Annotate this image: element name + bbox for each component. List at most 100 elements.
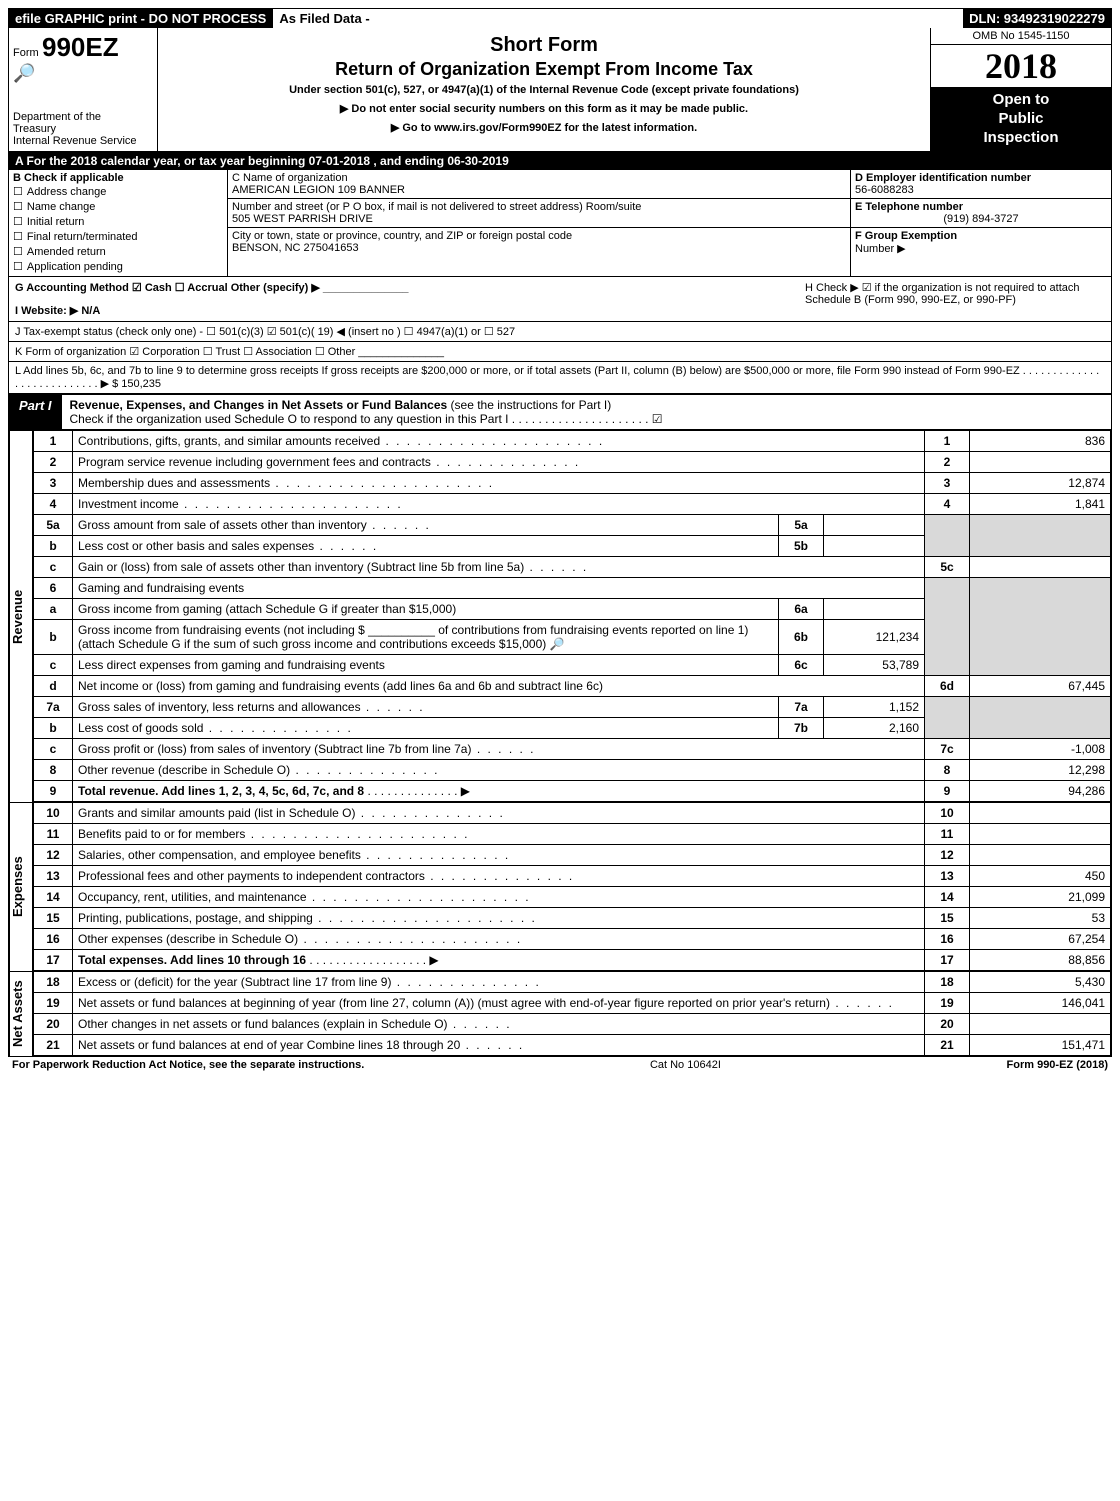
ln5c-col: 5c (925, 557, 970, 578)
part-1-check-o: Check if the organization used Schedule … (70, 412, 663, 426)
ln6c-num: c (34, 655, 73, 676)
ln2-num: 2 (34, 452, 73, 473)
ln6a-num: a (34, 599, 73, 620)
open-line1: Open to (993, 91, 1050, 108)
ln13-desc: Professional fees and other payments to … (73, 866, 925, 887)
ln16-num: 16 (34, 929, 73, 950)
label-phone: E Telephone number (855, 201, 963, 213)
h-check-schedule-b: H Check ▶ ☑ if the organization is not r… (799, 277, 1111, 321)
ln11-num: 11 (34, 824, 73, 845)
ln14-col: 14 (925, 887, 970, 908)
ln7a-desc: Gross sales of inventory, less returns a… (73, 697, 779, 718)
ln13-col: 13 (925, 866, 970, 887)
ln10-num: 10 (34, 803, 73, 824)
dept-line1: Department of the (13, 111, 101, 123)
ln18-col: 18 (925, 972, 970, 993)
ln5a-mini: 5a (779, 515, 824, 536)
ln6d-val: 67,445 (970, 676, 1111, 697)
ln7b-mini: 7b (779, 718, 824, 739)
page-footer: For Paperwork Reduction Act Notice, see … (8, 1057, 1112, 1073)
ln6-desc: Gaming and fundraising events (73, 578, 925, 599)
goto-irs-link[interactable]: ▶ Go to www.irs.gov/Form990EZ for the la… (166, 121, 922, 134)
ln5a-minival (824, 515, 925, 536)
revenue-section: Revenue 1 Contributions, gifts, grants, … (9, 430, 1111, 802)
ln20-desc: Other changes in net assets or fund bala… (73, 1014, 925, 1035)
ln9-num: 9 (34, 781, 73, 802)
ln6-shaded-val (970, 578, 1111, 676)
ln19-val: 146,041 (970, 993, 1111, 1014)
ln12-val (970, 845, 1111, 866)
efile-left: efile GRAPHIC print - DO NOT PROCESS (9, 9, 272, 28)
org-city: BENSON, NC 275041653 (232, 242, 359, 254)
ln19-num: 19 (34, 993, 73, 1014)
ln5b-desc: Less cost or other basis and sales expen… (73, 536, 779, 557)
ln7c-desc: Gross profit or (loss) from sales of inv… (73, 739, 925, 760)
ln6a-mini: 6a (779, 599, 824, 620)
chk-name-change[interactable]: Name change (13, 199, 223, 214)
short-form-title: Short Form (166, 34, 922, 57)
row-a-taxyear: A For the 2018 calendar year, or tax yea… (9, 152, 1111, 170)
chk-amended-return[interactable]: Amended return (13, 244, 223, 259)
ln1-col: 1 (925, 431, 970, 452)
ln18-val: 5,430 (970, 972, 1111, 993)
group-exempt-number: Number ▶ (855, 243, 906, 255)
ln16-col: 16 (925, 929, 970, 950)
form-990ez-page: efile GRAPHIC print - DO NOT PROCESS As … (8, 8, 1112, 1057)
ln5c-desc: Gain or (loss) from sale of assets other… (73, 557, 925, 578)
row-k-form-of-org: K Form of organization ☑ Corporation ☐ T… (9, 342, 1111, 362)
ln19-col: 19 (925, 993, 970, 1014)
chk-application-pending[interactable]: Application pending (13, 259, 223, 274)
footer-formno: Form 990-EZ (2018) (1007, 1059, 1108, 1071)
expenses-vert-label: Expenses (9, 802, 33, 971)
ln7-shaded-val (970, 697, 1111, 739)
phone-value: (919) 894-3727 (855, 213, 1107, 225)
row-g-h: G Accounting Method ☑ Cash ☐ Accrual Oth… (9, 277, 1111, 322)
ln9-desc-text: Total revenue. Add lines 1, 2, 3, 4, 5c,… (78, 784, 364, 798)
ln6a-minival (824, 599, 925, 620)
form-prefix: Form (13, 47, 39, 59)
header-center: Short Form Return of Organization Exempt… (158, 28, 930, 151)
part-1-header: Part I Revenue, Expenses, and Changes in… (9, 394, 1111, 430)
open-line3: Inspection (983, 129, 1058, 146)
revenue-table: 1 Contributions, gifts, grants, and simi… (33, 430, 1111, 802)
ln13-num: 13 (34, 866, 73, 887)
ln14-desc: Occupancy, rent, utilities, and maintena… (73, 887, 925, 908)
dept-line3: Internal Revenue Service (13, 135, 137, 147)
netassets-vert-label: Net Assets (9, 971, 33, 1056)
ln4-col: 4 (925, 494, 970, 515)
expenses-table: 10 Grants and similar amounts paid (list… (33, 802, 1111, 971)
ln11-col: 11 (925, 824, 970, 845)
section-b-title: B Check if applicable (13, 172, 223, 184)
ln10-desc: Grants and similar amounts paid (list in… (73, 803, 925, 824)
expenses-section: Expenses 10 Grants and similar amounts p… (9, 802, 1111, 971)
chk-address-change[interactable]: Address change (13, 184, 223, 199)
ln21-val: 151,471 (970, 1035, 1111, 1056)
identity-grid: B Check if applicable Address change Nam… (9, 170, 1111, 277)
ln6a-desc: Gross income from gaming (attach Schedul… (73, 599, 779, 620)
ln5a-desc: Gross amount from sale of assets other t… (73, 515, 779, 536)
dept-line2: Treasury (13, 123, 56, 135)
ln4-desc: Investment income (73, 494, 925, 515)
ln7b-minival: 2,160 (824, 718, 925, 739)
accounting-method: G Accounting Method ☑ Cash ☐ Accrual Oth… (15, 281, 793, 294)
label-ein: D Employer identification number (855, 172, 1031, 184)
ln2-col: 2 (925, 452, 970, 473)
netassets-table: 18 Excess or (deficit) for the year (Sub… (33, 971, 1111, 1056)
ln5b-mini: 5b (779, 536, 824, 557)
ln5b-minival (824, 536, 925, 557)
ln6d-col: 6d (925, 676, 970, 697)
chk-initial-return[interactable]: Initial return (13, 214, 223, 229)
ln13-val: 450 (970, 866, 1111, 887)
chk-final-return[interactable]: Final return/terminated (13, 229, 223, 244)
ln2-val (970, 452, 1111, 473)
ln6c-mini: 6c (779, 655, 824, 676)
ln5c-val (970, 557, 1111, 578)
label-city: City or town, state or province, country… (232, 230, 572, 242)
ln8-desc: Other revenue (describe in Schedule O) (73, 760, 925, 781)
label-street: Number and street (or P O box, if mail i… (232, 201, 641, 213)
ln15-col: 15 (925, 908, 970, 929)
ln6-shaded-col (925, 578, 970, 676)
ln19-desc: Net assets or fund balances at beginning… (73, 993, 925, 1014)
part-1-title-bold: Revenue, Expenses, and Changes in Net As… (70, 398, 451, 412)
header-right: OMB No 1545-1150 2018 Open to Public Ins… (930, 28, 1111, 151)
